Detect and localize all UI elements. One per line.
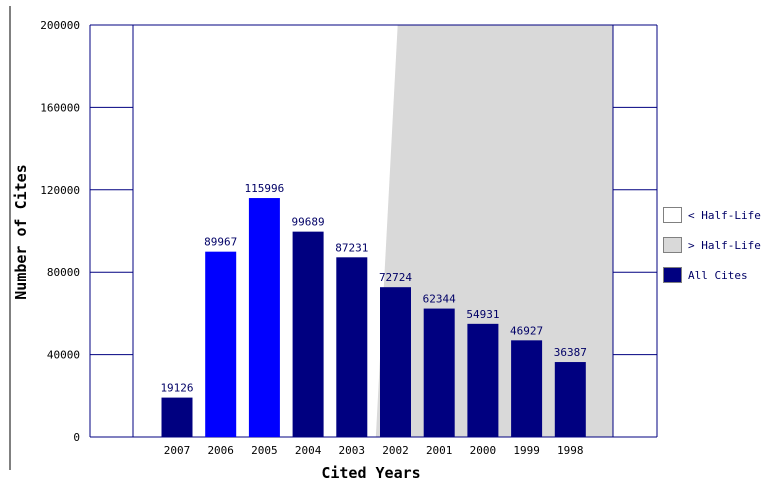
legend-label: > Half-Life — [688, 239, 761, 252]
y-tick-label: 0 — [73, 431, 80, 444]
bar-data-label: 62344 — [423, 293, 456, 306]
bar-data-label: 72724 — [379, 271, 412, 284]
bar — [336, 257, 368, 437]
x-tick-label: 2004 — [295, 444, 322, 457]
bar — [467, 323, 499, 437]
legend-label: All Cites — [688, 269, 748, 282]
x-tick-label: 2006 — [207, 444, 234, 457]
legend-swatch — [663, 237, 682, 253]
bar — [205, 251, 237, 437]
legend-swatch — [663, 207, 682, 223]
y-tick-label: 160000 — [40, 101, 80, 114]
y-tick-label: 80000 — [47, 266, 80, 279]
bar-data-label: 54931 — [466, 308, 499, 321]
bar-data-label: 99689 — [292, 216, 325, 229]
y-tick-label: 120000 — [40, 184, 80, 197]
x-tick-label: 2000 — [470, 444, 497, 457]
bar — [511, 340, 543, 437]
bar-series-all-cites: 19126 2007 89967 2006 115996 2005 99689 2004 872… — [160, 182, 586, 457]
bar — [380, 287, 411, 437]
bar — [423, 308, 455, 437]
x-tick-label: 2005 — [251, 444, 278, 457]
x-tick-label: 1999 — [513, 444, 540, 457]
bar-data-label: 19126 — [160, 382, 193, 395]
bar-data-label: 36387 — [554, 346, 587, 359]
x-tick-label: 1998 — [557, 444, 584, 457]
bar — [554, 362, 586, 437]
bar — [161, 397, 193, 437]
y-tick-label: 200000 — [40, 19, 80, 32]
bar — [248, 198, 280, 437]
legend-label: < Half-Life — [688, 209, 761, 222]
x-tick-label: 2003 — [339, 444, 366, 457]
x-axis-title: Cited Years — [321, 464, 420, 481]
x-tick-label: 2001 — [426, 444, 453, 457]
x-tick-label: 2002 — [382, 444, 409, 457]
legend: < Half-Life > Half-Life All Cites — [663, 207, 761, 283]
y-tick-label: 40000 — [47, 349, 80, 362]
bar — [292, 231, 324, 437]
axis-ticks: 0 40000 80000 120000 160000 200000 — [40, 19, 657, 444]
x-tick-label: 2007 — [164, 444, 191, 457]
bar-data-label: 46927 — [510, 324, 543, 337]
legend-swatch — [663, 267, 682, 283]
y-axis-title: Number of Cites — [12, 164, 30, 299]
bar-data-label: 87231 — [335, 241, 368, 254]
bar-data-label: 89967 — [204, 236, 237, 249]
bar-data-label: 115996 — [245, 182, 285, 195]
